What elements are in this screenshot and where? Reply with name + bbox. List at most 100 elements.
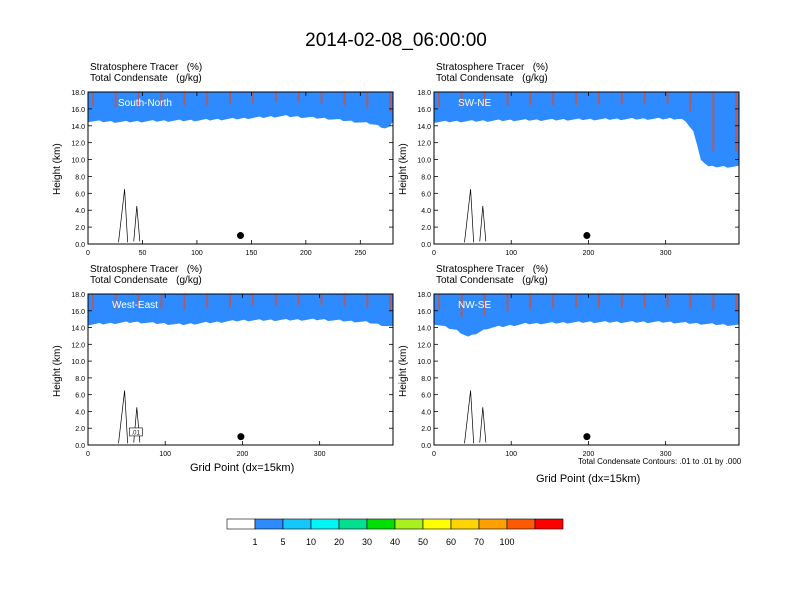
condensate-contour — [479, 407, 487, 443]
tracer-streak — [366, 92, 369, 109]
tracer-streak — [297, 294, 300, 306]
x-tick-label: 50 — [139, 250, 147, 257]
x-tick-label: 200 — [237, 451, 249, 458]
tracer-streak — [343, 92, 346, 106]
x-tick-label: 250 — [354, 250, 366, 257]
stratosphere-field — [88, 294, 393, 444]
y-tick-label: 10.0 — [71, 158, 85, 165]
tracer-band-level-1 — [434, 294, 739, 337]
tracer-streak — [389, 294, 392, 312]
colorbar-swatch — [226, 518, 256, 530]
colorbar-swatch — [310, 518, 340, 530]
colorbar-label: 60 — [446, 537, 456, 547]
panel-title-line2: Total Condensate (g/kg) — [90, 73, 202, 84]
tracer-streak — [460, 294, 463, 318]
panel-title-line1: Stratosphere Tracer (%) — [90, 62, 203, 73]
y-tick-label: 0.0 — [75, 443, 85, 450]
tracer-streak — [160, 92, 163, 107]
y-tick-label: 0.0 — [421, 242, 431, 249]
tracer-streak — [251, 92, 254, 104]
tracer-streak — [552, 294, 555, 309]
panel-title-line2: Total Condensate (g/kg) — [90, 275, 202, 286]
tracer-band-level-1 — [88, 294, 393, 327]
tracer-streak — [506, 294, 509, 312]
x-tick-label: 100 — [505, 250, 517, 257]
tracer-streak — [137, 92, 140, 107]
tracer-streak — [206, 92, 209, 106]
tracer-streak — [114, 92, 117, 108]
y-tick-label: 2.0 — [421, 225, 431, 232]
tracer-streak — [343, 294, 346, 307]
x-tick-label: 300 — [314, 451, 326, 458]
y-tick-label: 6.0 — [421, 191, 431, 198]
tracer-streak — [643, 92, 646, 105]
tracer-streak — [91, 92, 94, 107]
y-tick-label: 16.0 — [71, 309, 85, 316]
panel-title-line2: Total Condensate (g/kg) — [436, 73, 548, 84]
condensate-contour — [118, 390, 128, 444]
y-tick-label: 8.0 — [421, 174, 431, 181]
y-tick-label: 8.0 — [75, 174, 85, 181]
tracer-streak — [597, 294, 600, 308]
tracer-streak — [251, 294, 254, 306]
tracer-streak — [460, 92, 463, 107]
y-tick-label: 4.0 — [421, 208, 431, 215]
y-tick-label: 12.0 — [417, 342, 431, 349]
y-tick-label: 12.0 — [71, 141, 85, 148]
tracer-streak — [666, 294, 669, 308]
tracer-streak — [643, 294, 646, 308]
tracer-streak — [183, 294, 186, 310]
y-tick-label: 0.0 — [75, 242, 85, 249]
y-tick-label: 2.0 — [75, 426, 85, 433]
y-tick-label: 10.0 — [417, 158, 431, 165]
tracer-streak — [229, 294, 232, 307]
tracer-streak — [297, 92, 300, 103]
plot-frame — [433, 91, 740, 245]
tracer-streak — [320, 92, 323, 104]
tracer-streak — [689, 92, 692, 112]
y-tick-label: 14.0 — [417, 326, 431, 333]
y-tick-label: 10.0 — [417, 359, 431, 366]
y-tick-label: 10.0 — [71, 359, 85, 366]
condensate-contour — [479, 205, 487, 242]
x-tick-label: 300 — [660, 250, 672, 257]
x-tick-label: 0 — [86, 451, 90, 458]
colorbar-swatch — [422, 518, 452, 530]
stratosphere-field — [88, 92, 393, 243]
tracer-streak — [483, 92, 486, 107]
stratosphere-field — [434, 294, 739, 444]
colorbar-label: 50 — [418, 537, 428, 547]
x-tick-label: 0 — [432, 451, 436, 458]
tracer-streak — [137, 294, 140, 308]
location-marker — [583, 232, 591, 240]
y-tick-label: 14.0 — [417, 124, 431, 131]
y-tick-label: 6.0 — [75, 191, 85, 198]
colorbar-label: 5 — [280, 537, 285, 547]
condensate-contour — [118, 189, 128, 243]
x-tick-label: 200 — [583, 451, 595, 458]
tracer-streak — [114, 294, 117, 309]
location-marker — [237, 232, 244, 240]
y-tick-label: 18.0 — [71, 90, 85, 97]
tracer-streak — [91, 294, 94, 310]
location-marker — [237, 433, 245, 441]
tracer-streak — [274, 294, 277, 306]
y-tick-label: 14.0 — [71, 124, 85, 131]
tracer-streak — [689, 294, 692, 309]
colorbar-label: 70 — [474, 537, 484, 547]
y-tick-label: 16.0 — [71, 107, 85, 114]
plot-frame — [87, 91, 394, 245]
tracer-streak — [735, 92, 738, 152]
colorbar-label: 30 — [362, 537, 372, 547]
tracer-streak — [597, 92, 600, 105]
y-tick-label: 6.0 — [421, 393, 431, 400]
colorbar-swatch — [506, 518, 536, 530]
tracer-streak — [483, 294, 486, 316]
tracer-streak — [506, 92, 509, 106]
cross-section-label: SW-NE — [458, 98, 491, 109]
tracer-streak — [437, 92, 440, 108]
stratosphere-field — [434, 92, 739, 243]
condensate-contour — [133, 205, 141, 242]
